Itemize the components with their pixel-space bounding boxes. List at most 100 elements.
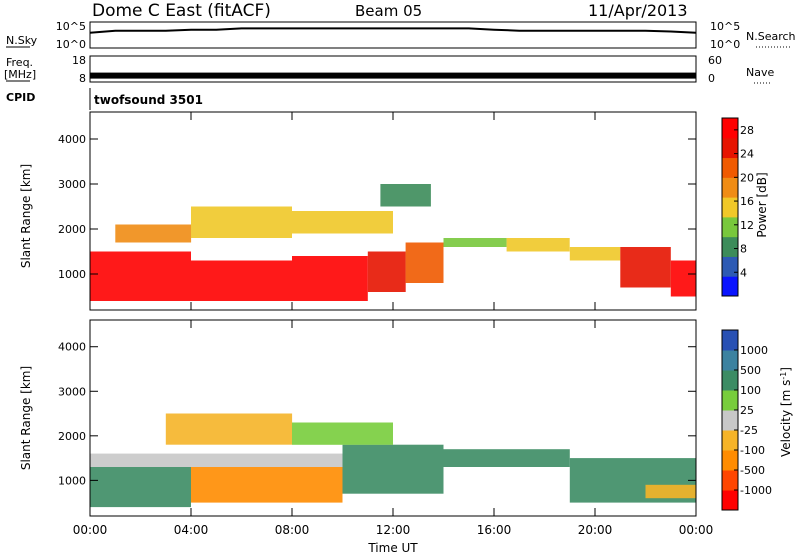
velocity-colorbar-tick-label: -100 <box>740 444 765 457</box>
power-y-tick-label: 2000 <box>58 223 86 236</box>
noise-panel: 10^5 10^0 10^5 10^0 <box>56 20 740 51</box>
power-colorbar-tick-label: 8 <box>740 243 747 256</box>
cpid-value: twofsound 3501 <box>94 93 203 107</box>
power-y-tick-label: 3000 <box>58 178 86 191</box>
velocity-colorbar-tick-label: 1000 <box>740 344 768 357</box>
velocity-colorbar-tick-label: 500 <box>740 364 761 377</box>
velocity-panel: 1000 2000 3000 4000 Slant Range [km] 1000 50… <box>19 319 794 517</box>
power-colorbar: 4 8 12 16 20 24 28 <box>721 117 754 297</box>
date-label: 11/Apr/2013 <box>588 1 688 20</box>
power-colorbar-tick-label: 16 <box>740 195 754 208</box>
noise-plot <box>89 27 697 34</box>
power-cell <box>292 211 393 234</box>
velocity-y-ticks: 1000 2000 3000 4000 <box>58 341 696 487</box>
velocity-colorbar-segment <box>722 370 738 391</box>
freq-label-2: [MHz] <box>4 68 36 81</box>
freq-panel: 18 8 60 0 <box>72 54 722 85</box>
power-cell <box>380 184 431 207</box>
power-colorbar-frame <box>721 117 739 297</box>
velocity-cell <box>191 467 343 503</box>
power-cell <box>90 251 191 301</box>
power-y-ticks: 1000 2000 3000 4000 <box>58 133 696 281</box>
x-tick-label: 12:00 <box>376 523 411 537</box>
power-cell <box>115 224 192 243</box>
x-axis: 00:00 04:00 08:00 12:00 16:00 20:00 00:00 <box>73 112 714 537</box>
velocity-colorbar-tick-label: 100 <box>740 384 761 397</box>
freq-label-1: Freq. <box>6 56 33 69</box>
freq-right-tick-bottom: 0 <box>708 72 715 85</box>
power-colorbar-tick-label: 20 <box>740 171 754 184</box>
x-tick-label: 00:00 <box>73 523 108 537</box>
power-cell <box>191 206 292 238</box>
velocity-y-tick-label: 4000 <box>58 341 86 354</box>
power-cell <box>569 247 621 261</box>
power-colorbar-segment <box>722 216 738 238</box>
x-tick-label: 04:00 <box>174 523 209 537</box>
power-cell <box>367 251 406 292</box>
nsky-label: N.Sky <box>6 34 38 47</box>
noise-left-tick-bottom: 10^0 <box>56 38 86 51</box>
power-colorbar-segment <box>722 276 738 297</box>
beam-label: Beam 05 <box>355 2 422 20</box>
velocity-cell <box>342 444 444 494</box>
velocity-colorbar-segment <box>722 470 738 491</box>
power-y-tick-label: 1000 <box>58 268 86 281</box>
power-cell <box>405 242 444 283</box>
velocity-colorbar-segment <box>722 450 738 471</box>
velocity-colorbar-frame <box>721 329 739 511</box>
station-title: Dome C East (fitACF) <box>92 1 271 21</box>
power-colorbar-segment <box>722 137 738 159</box>
x-tick-label: 20:00 <box>578 523 613 537</box>
power-colorbar-segment <box>722 157 738 178</box>
noise-right-tick-top: 10^5 <box>710 20 740 33</box>
velocity-y-tick-label: 1000 <box>58 474 86 487</box>
power-colorbar-segment <box>722 118 738 139</box>
velocity-colorbar-tick-label: 25 <box>740 404 754 417</box>
power-y-tick-label: 4000 <box>58 133 86 146</box>
power-colorbar-segment <box>722 236 738 257</box>
power-cell <box>620 247 671 288</box>
velocity-colorbar-segment <box>722 430 738 451</box>
x-tick-label: 16:00 <box>477 523 512 537</box>
velocity-cell <box>90 467 191 508</box>
velocity-cbar-label: Velocity [m s-1] <box>779 367 794 457</box>
noise-left-tick-top: 10^5 <box>56 20 86 33</box>
velocity-cell <box>191 453 343 467</box>
cpid-label: CPID <box>6 91 35 104</box>
power-cbar-label: Power [dB] <box>755 172 769 237</box>
power-colorbar-tick-label: 12 <box>740 219 754 232</box>
freq-left-tick-top: 18 <box>72 54 86 67</box>
power-colorbar-segment <box>722 256 738 277</box>
power-cell <box>191 260 292 301</box>
velocity-colorbar-segment <box>722 390 738 411</box>
velocity-colorbar-tick-label: -1000 <box>740 484 772 497</box>
velocity-cells <box>90 413 697 508</box>
freq-panel-frame <box>89 55 697 83</box>
velocity-colorbar-segment <box>722 490 738 511</box>
nsky-series-line <box>89 27 697 34</box>
x-axis-label: Time UT <box>367 541 418 554</box>
velocity-y-tick-label: 3000 <box>58 385 86 398</box>
power-ylabel: Slant Range [km] <box>19 164 33 268</box>
power-cell <box>670 260 697 297</box>
power-cells <box>90 184 697 301</box>
freq-series-band <box>90 72 696 79</box>
noise-panel-frame <box>89 21 697 49</box>
power-cell <box>292 256 368 301</box>
x-tick-label: 08:00 <box>275 523 310 537</box>
noise-right-tick-bottom: 10^0 <box>710 38 740 51</box>
power-cell <box>506 238 570 252</box>
velocity-cell <box>292 422 393 445</box>
velocity-colorbar-tick-label: -25 <box>740 424 758 437</box>
power-cell <box>443 238 507 247</box>
power-colorbar-segment <box>722 177 738 198</box>
nsearch-label: N.Search <box>746 30 796 43</box>
velocity-colorbar-segment <box>722 330 738 351</box>
velocity-y-tick-label: 2000 <box>58 430 86 443</box>
power-colorbar-segment <box>722 197 738 218</box>
power-colorbar-tick-label: 4 <box>740 266 747 279</box>
velocity-cell <box>90 453 191 467</box>
velocity-colorbar-tick-label: -500 <box>740 464 765 477</box>
x-tick-label: 00:00 <box>679 523 714 537</box>
velocity-colorbar-segment <box>722 350 738 371</box>
